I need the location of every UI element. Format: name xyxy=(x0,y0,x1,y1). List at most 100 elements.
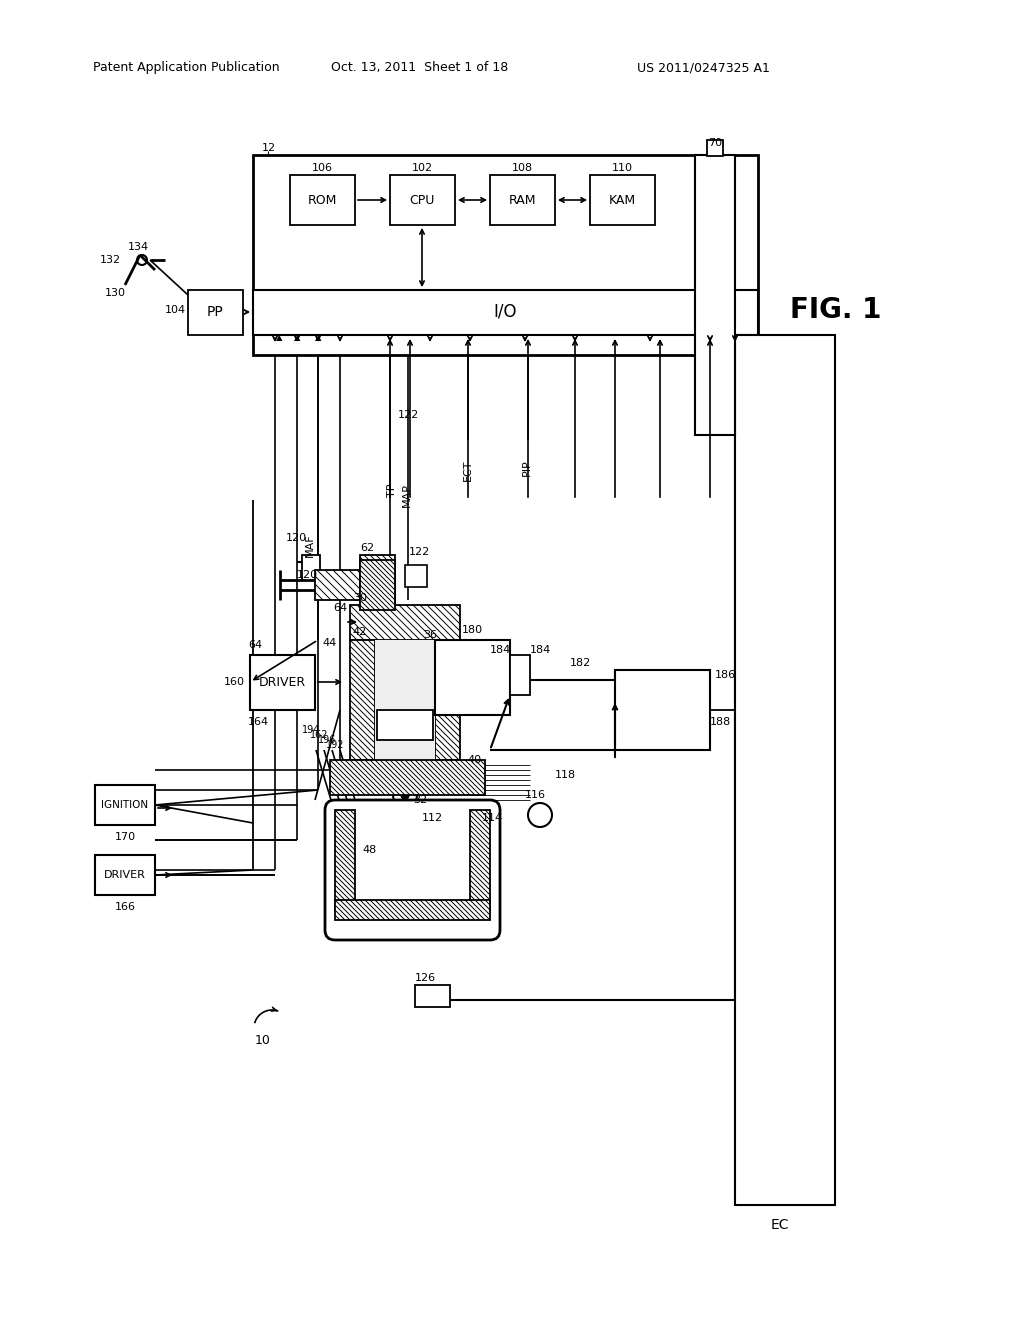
Text: 192: 192 xyxy=(326,741,344,750)
Bar xyxy=(95,785,155,825)
Text: 194: 194 xyxy=(302,725,321,735)
Text: 110: 110 xyxy=(611,162,633,173)
Text: 32: 32 xyxy=(413,795,427,805)
Bar xyxy=(253,154,758,355)
Text: 44: 44 xyxy=(323,638,337,648)
Bar xyxy=(253,290,758,335)
Text: 70: 70 xyxy=(708,139,722,148)
Bar xyxy=(188,290,243,335)
Text: 114: 114 xyxy=(481,813,503,822)
Bar xyxy=(470,810,490,909)
Text: 120: 120 xyxy=(286,533,306,543)
Text: 12: 12 xyxy=(262,143,276,153)
Bar xyxy=(375,640,435,760)
Bar xyxy=(250,655,315,710)
Bar xyxy=(406,565,427,587)
Text: 160: 160 xyxy=(224,677,245,686)
Text: 108: 108 xyxy=(511,162,532,173)
Text: 122: 122 xyxy=(397,411,419,420)
Text: FIG. 1: FIG. 1 xyxy=(790,296,882,323)
Text: TP: TP xyxy=(387,483,397,496)
Bar xyxy=(390,176,455,224)
Bar xyxy=(707,140,723,156)
Bar xyxy=(290,176,355,224)
Bar xyxy=(377,710,433,741)
Text: 120: 120 xyxy=(297,570,318,579)
Text: 186: 186 xyxy=(715,671,736,680)
Bar xyxy=(335,810,355,909)
Text: PP: PP xyxy=(207,305,223,319)
Bar xyxy=(490,176,555,224)
Text: 122: 122 xyxy=(409,546,430,557)
Text: ROM: ROM xyxy=(307,194,337,206)
Text: CPU: CPU xyxy=(410,194,434,206)
Text: KAM: KAM xyxy=(608,194,636,206)
Bar xyxy=(735,335,835,1205)
Bar xyxy=(315,570,395,601)
FancyBboxPatch shape xyxy=(325,800,500,940)
Bar xyxy=(350,605,460,640)
Text: 126: 126 xyxy=(415,973,436,983)
Bar xyxy=(695,154,735,436)
Text: 188: 188 xyxy=(710,717,731,727)
Text: ▲: ▲ xyxy=(294,334,300,342)
Text: ECT: ECT xyxy=(463,459,473,480)
Text: I/O: I/O xyxy=(494,304,517,321)
Text: 180: 180 xyxy=(462,624,482,635)
Text: 184: 184 xyxy=(489,645,511,655)
Text: DRIVER: DRIVER xyxy=(258,676,305,689)
Text: 62: 62 xyxy=(360,543,374,553)
Text: 118: 118 xyxy=(554,770,575,780)
Text: Patent Application Publication: Patent Application Publication xyxy=(93,62,280,74)
Bar xyxy=(435,640,510,715)
Text: ▲: ▲ xyxy=(275,334,283,342)
Text: 64: 64 xyxy=(248,640,262,649)
Text: DRIVER: DRIVER xyxy=(104,870,146,880)
Text: 104: 104 xyxy=(165,305,186,315)
Text: 134: 134 xyxy=(127,242,148,252)
Text: MAF: MAF xyxy=(305,533,315,557)
Bar xyxy=(415,985,450,1007)
Text: 164: 164 xyxy=(248,717,269,727)
Text: 170: 170 xyxy=(115,832,135,842)
Text: US 2011/0247325 A1: US 2011/0247325 A1 xyxy=(637,62,770,74)
Text: 106: 106 xyxy=(311,162,333,173)
Text: 64: 64 xyxy=(333,603,347,612)
Text: EC: EC xyxy=(771,1218,790,1232)
Text: 10: 10 xyxy=(255,1034,271,1047)
Text: 196: 196 xyxy=(317,735,336,744)
Text: 130: 130 xyxy=(104,288,126,298)
Text: 132: 132 xyxy=(99,255,121,265)
Text: 184: 184 xyxy=(529,645,551,655)
Bar xyxy=(330,760,485,795)
Bar xyxy=(435,640,460,760)
Text: 116: 116 xyxy=(524,789,546,800)
Text: PIP: PIP xyxy=(522,459,532,477)
Text: 36: 36 xyxy=(423,630,437,640)
Text: ▲: ▲ xyxy=(314,334,322,342)
Bar xyxy=(590,176,655,224)
Text: 30: 30 xyxy=(353,593,367,603)
Text: 166: 166 xyxy=(115,902,135,912)
Bar xyxy=(350,640,375,760)
Bar xyxy=(350,760,460,785)
Bar xyxy=(335,900,490,920)
Text: 42: 42 xyxy=(353,627,368,638)
Text: 102: 102 xyxy=(412,162,432,173)
Bar xyxy=(302,554,319,579)
Text: 112: 112 xyxy=(422,813,442,822)
Text: IGNITION: IGNITION xyxy=(101,800,148,810)
Text: 162: 162 xyxy=(309,730,329,741)
Text: 40: 40 xyxy=(468,755,482,766)
Text: MAP: MAP xyxy=(402,483,412,507)
Text: Oct. 13, 2011  Sheet 1 of 18: Oct. 13, 2011 Sheet 1 of 18 xyxy=(332,62,509,74)
Circle shape xyxy=(401,791,409,799)
Bar xyxy=(615,671,710,750)
Bar xyxy=(360,560,395,610)
Text: RAM: RAM xyxy=(508,194,536,206)
Text: 182: 182 xyxy=(569,657,591,668)
Bar xyxy=(510,655,530,696)
Text: 48: 48 xyxy=(362,845,377,855)
Bar xyxy=(360,554,395,635)
Bar xyxy=(95,855,155,895)
